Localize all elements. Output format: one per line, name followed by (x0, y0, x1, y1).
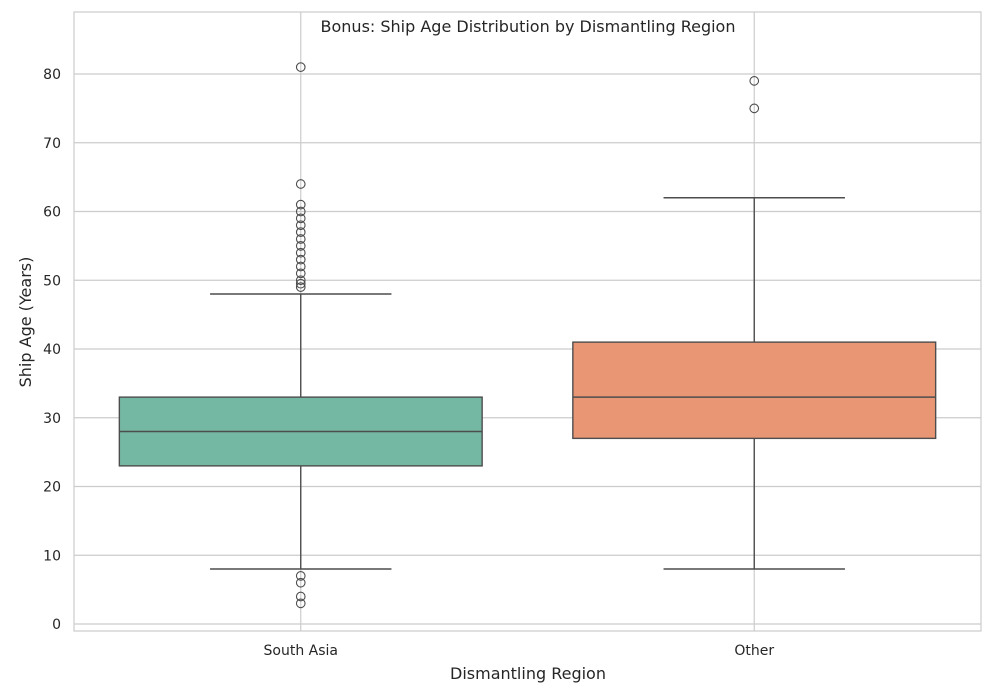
outlier-point (295, 278, 306, 289)
outlier-point (295, 62, 306, 72)
outlier-point (295, 261, 306, 272)
grid-lines (74, 12, 981, 631)
outlier-point (295, 282, 306, 292)
chart-title: Bonus: Ship Age Distribution by Dismantl… (321, 17, 736, 36)
outlier-point (295, 213, 306, 224)
outlier-point (295, 247, 306, 258)
outlier-point (295, 275, 306, 286)
outlier-point (295, 577, 306, 588)
y-tick-label: 70 (43, 136, 61, 152)
x-axis-label: Dismantling Region (450, 664, 606, 683)
outlier-point (295, 199, 306, 210)
y-tick-label: 0 (52, 617, 61, 633)
tick-labels: 0 10 20 30 40 50 60 70 80 South Asia Other (43, 67, 774, 659)
y-tick-label: 60 (43, 205, 61, 221)
y-tick-label: 10 (43, 548, 61, 564)
outlier-point (295, 591, 306, 602)
outlier-point (295, 179, 306, 189)
y-tick-label: 40 (43, 342, 61, 358)
outlier-point (295, 571, 306, 581)
y-tick-label: 50 (43, 273, 61, 289)
box-group-other (572, 76, 937, 570)
outlier-point (295, 234, 306, 244)
box-group-south-asia (118, 62, 483, 609)
boxes (118, 62, 937, 609)
y-tick-label: 20 (43, 480, 61, 496)
outlier-point (295, 268, 306, 279)
outlier-point (295, 227, 306, 237)
outlier-point (295, 598, 306, 609)
x-tick-label: Other (734, 643, 774, 659)
outlier-point (295, 206, 306, 217)
y-tick-label: 80 (43, 67, 61, 83)
outlier-point (295, 254, 306, 265)
y-tick-label: 30 (43, 411, 61, 427)
y-axis-label: Ship Age (Years) (16, 257, 35, 388)
outlier-point (295, 220, 306, 231)
x-tick-label: South Asia (264, 643, 338, 659)
outlier-point (295, 241, 306, 251)
iqr-box (572, 341, 937, 440)
outlier-point (749, 103, 760, 114)
plot-frame (73, 11, 982, 632)
outlier-point (749, 76, 760, 86)
